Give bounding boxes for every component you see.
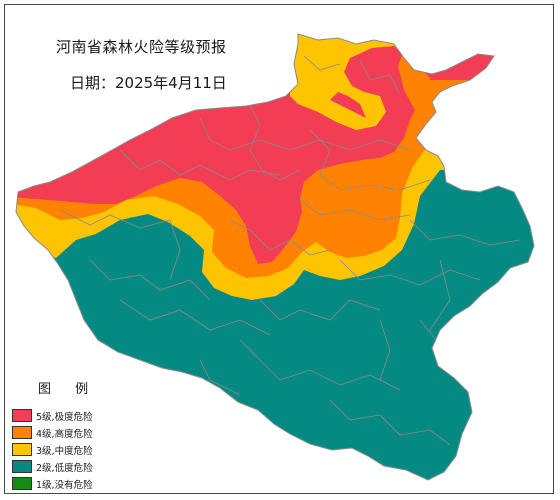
legend-title: 图 例 [38,382,99,397]
legend-label-level4: 4级,高度危险 [36,428,93,440]
legend-item-level5: 5级,极度危险 [12,407,152,424]
province-border [15,33,535,481]
legend-item-level4: 4级,高度危险 [12,424,152,441]
legend-item-level1: 1级,没有危险 [12,475,152,492]
legend-item-level3: 3级,中度危险 [12,441,152,458]
legend-label-level1: 1级,没有危险 [36,479,93,491]
legend-swatch-level2 [12,460,32,473]
legend-label-level2: 2级,低度危险 [36,462,93,474]
legend-item-level2: 2级,低度危险 [12,458,152,475]
zone-north-level4 [398,50,430,112]
legend-swatch-level4 [12,426,32,439]
legend-swatch-level1 [12,477,32,490]
legend-label-level3: 3级,中度危险 [36,445,93,457]
map-title: 河南省森林火险等级预报 [56,38,227,56]
legend-swatch-level3 [12,443,32,456]
legend-label-level5: 5级,极度危险 [36,411,93,423]
legend: 图 例 5级,极度危险 4级,高度危险 3级,中度危险 2级,低度危险 1级,没… [12,378,152,492]
legend-swatch-level5 [12,409,32,422]
zone-north-level5-strip [330,92,366,118]
forecast-date: 日期：2025年4月11日 [70,74,227,92]
